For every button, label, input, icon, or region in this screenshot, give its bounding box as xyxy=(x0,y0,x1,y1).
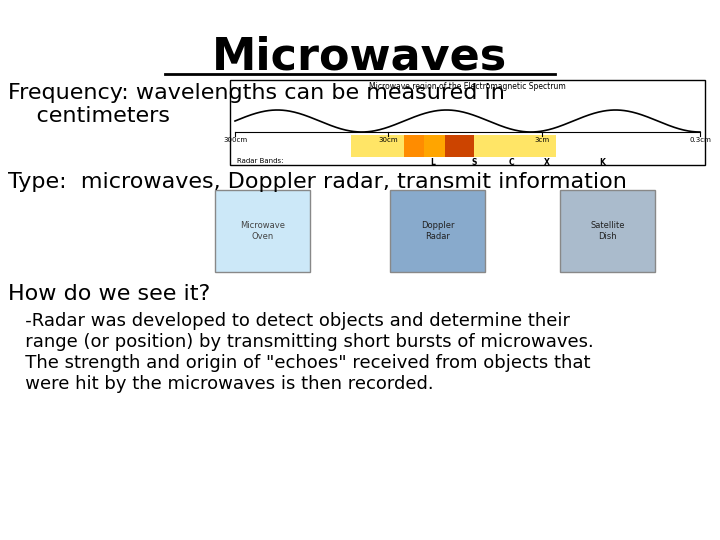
Text: 30cm: 30cm xyxy=(379,137,398,143)
Text: Frequency: wavelengths can be measured in: Frequency: wavelengths can be measured i… xyxy=(8,83,505,103)
Text: Microwave region of the Electromagnetic Spectrum: Microwave region of the Electromagnetic … xyxy=(369,82,566,91)
Text: K: K xyxy=(600,158,606,167)
Text: Microwave
Oven: Microwave Oven xyxy=(240,221,285,241)
Text: S: S xyxy=(472,158,477,167)
Text: L: L xyxy=(430,158,435,167)
Bar xyxy=(560,190,655,272)
Text: 3cm: 3cm xyxy=(534,137,549,143)
Bar xyxy=(404,135,425,157)
Text: range (or position) by transmitting short bursts of microwaves.: range (or position) by transmitting shor… xyxy=(8,333,594,351)
Text: Microwaves: Microwaves xyxy=(212,35,508,78)
Bar xyxy=(351,135,404,157)
Text: The strength and origin of "echoes" received from objects that: The strength and origin of "echoes" rece… xyxy=(8,354,590,372)
Bar xyxy=(215,190,310,272)
Text: 0.3cm: 0.3cm xyxy=(689,137,711,143)
Bar xyxy=(474,135,556,157)
Text: were hit by the microwaves is then recorded.: were hit by the microwaves is then recor… xyxy=(8,375,433,393)
Bar xyxy=(230,80,705,165)
Text: X: X xyxy=(544,158,549,167)
Text: C: C xyxy=(509,158,515,167)
Text: -Radar was developed to detect objects and determine their: -Radar was developed to detect objects a… xyxy=(8,312,570,330)
Text: 300cm: 300cm xyxy=(223,137,247,143)
Bar xyxy=(425,135,446,157)
Text: Doppler
Radar: Doppler Radar xyxy=(420,221,454,241)
Text: Radar Bands:: Radar Bands: xyxy=(237,158,284,164)
Text: Type:  microwaves, Doppler radar, transmit information: Type: microwaves, Doppler radar, transmi… xyxy=(8,172,627,192)
Bar xyxy=(390,190,485,272)
Text: How do we see it?: How do we see it? xyxy=(8,284,210,304)
Text: Satellite
Dish: Satellite Dish xyxy=(590,221,625,241)
Bar xyxy=(446,135,474,157)
Text: centimeters: centimeters xyxy=(8,106,170,126)
